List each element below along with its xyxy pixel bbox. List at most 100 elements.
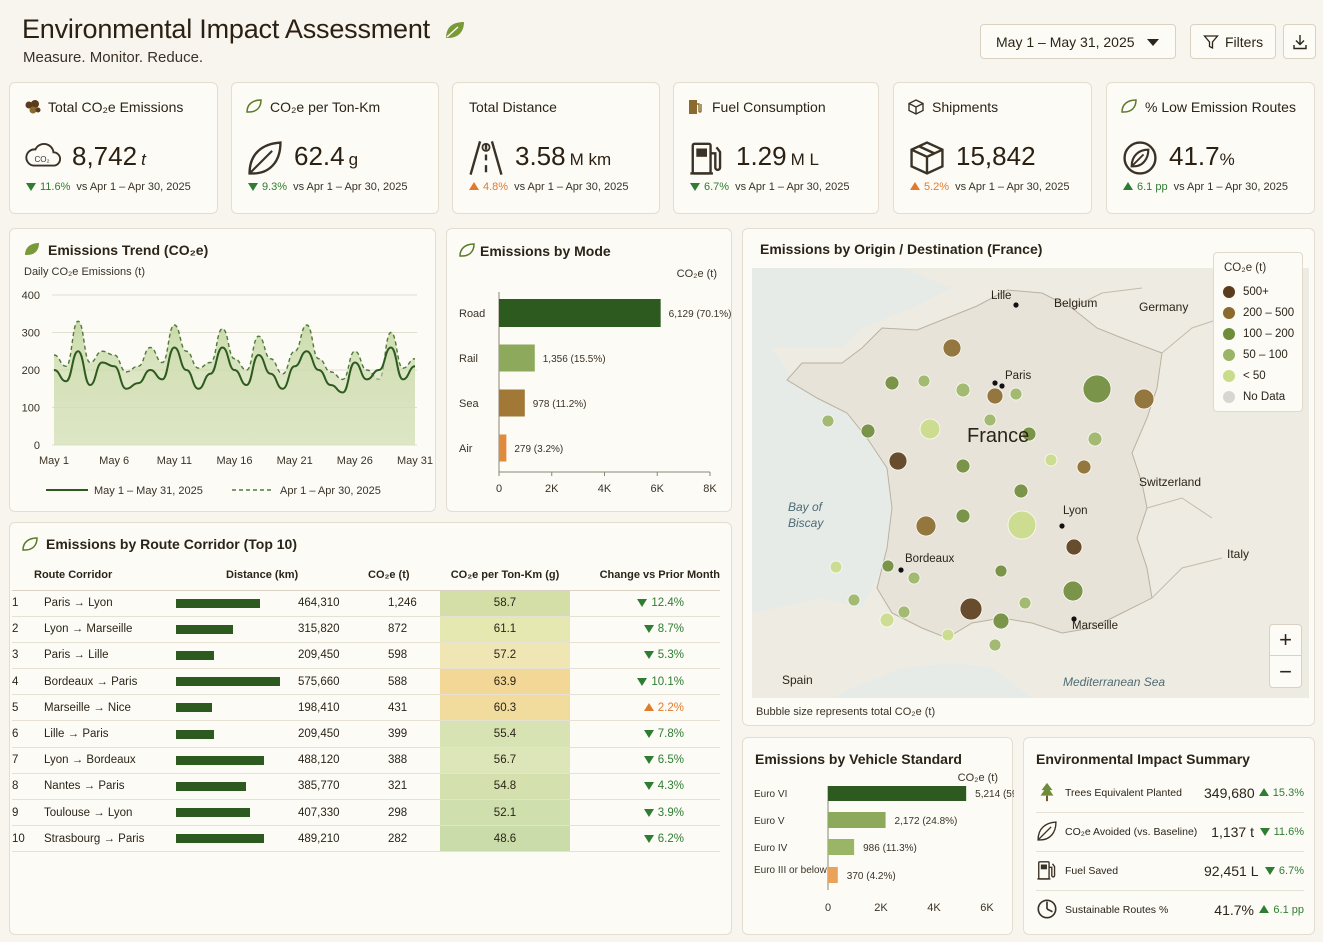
map-bubbles <box>821 302 1155 652</box>
bar-data-label: 370 (4.2%) <box>847 871 896 882</box>
row-co2: 399 <box>346 720 440 748</box>
map-bubble <box>959 597 983 621</box>
col-distance[interactable]: Distance (km) <box>166 560 346 591</box>
kpi-unit: % <box>1219 150 1235 169</box>
zoom-out-button[interactable]: − <box>1279 658 1292 684</box>
table-row[interactable]: 5 Marseille → Nice 198,410 431 60.3 2.2% <box>12 694 720 722</box>
map-bubble <box>983 413 997 427</box>
summary-change-pct: 6.7% <box>1278 865 1304 877</box>
table-row[interactable]: 2 Lyon → Marseille 315,820 872 61.1 8.7% <box>12 616 720 643</box>
distance-bar <box>176 729 214 739</box>
date-range-picker[interactable]: May 1 – May 31, 2025 <box>980 24 1176 59</box>
kpi-change-pct: 9.3% <box>262 181 288 193</box>
row-change-cell: 6.5% <box>570 747 720 774</box>
distance-bar <box>176 781 246 791</box>
x-tick-label: 0 <box>825 902 831 914</box>
map-bubble <box>1087 431 1103 447</box>
bar <box>499 344 535 372</box>
map-label-france: France <box>967 425 1030 447</box>
arrow-down-icon <box>637 677 648 686</box>
france-map[interactable] <box>752 268 1309 698</box>
zoom-controls: + − <box>1269 624 1302 688</box>
x-tick-label: 0 <box>496 483 502 495</box>
map-label-italy: Italy <box>1227 547 1250 561</box>
download-button[interactable] <box>1283 24 1316 59</box>
summary-value: 1,137 t <box>1211 824 1254 840</box>
kpi-label: Fuel Consumption <box>712 99 826 115</box>
zoom-in-button[interactable]: + <box>1270 625 1301 656</box>
arrow-down-icon <box>1264 867 1275 875</box>
kpi-value-number: 1.29 <box>736 141 787 171</box>
map-label-med: Mediterranean Sea <box>1063 675 1166 689</box>
row-rank: 9 <box>12 799 34 827</box>
map-bubble <box>915 515 937 537</box>
row-per-tonkm: 58.7 <box>440 590 570 617</box>
table-row[interactable]: 7 Lyon → Bordeaux 488,120 388 56.7 6.5% <box>12 747 720 774</box>
bar-data-label: 279 (3.2%) <box>514 444 563 455</box>
col-route[interactable]: Route Corridor <box>34 560 166 591</box>
x-tick-label: 4K <box>598 483 612 495</box>
kpi-card: Total CO₂e Emissions CO₂ 8,742 t 11.6% vs Apr… <box>9 82 218 214</box>
row-change-cell: 2.2% <box>570 694 720 722</box>
table-row[interactable]: 8 Nantes → Paris 385,770 321 54.8 4.3% <box>12 773 720 801</box>
arrow-down-icon <box>643 730 654 739</box>
table-row[interactable]: 9 Toulouse → Lyon 407,330 298 52.1 3.9% <box>12 799 720 827</box>
table-row[interactable]: 6 Lille → Paris 209,450 399 55.4 7.8% <box>12 720 720 748</box>
map-bubble <box>941 628 955 642</box>
col-change[interactable]: Change vs Prior Month <box>570 560 720 591</box>
map-label-belgium: Belgium <box>1054 296 1098 310</box>
distance-bar <box>176 808 250 818</box>
map-bubble <box>919 418 941 440</box>
svg-text:CO₂: CO₂ <box>34 155 49 164</box>
summary-change: 11.6% <box>1259 826 1304 838</box>
col-co2[interactable]: CO₂e (t) <box>346 560 440 591</box>
city-dot <box>992 380 998 386</box>
series-line-current <box>53 346 416 394</box>
city-dot <box>1013 302 1019 308</box>
row-rank: 2 <box>12 616 34 643</box>
table-header-row: Route Corridor Distance (km) CO₂e (t) CO… <box>12 560 720 591</box>
legend-label: 50 – 100 <box>1243 349 1288 361</box>
summary-label: Trees Equivalent Planted <box>1065 787 1182 799</box>
bar-data-label: 2,172 (24.8%) <box>895 816 958 827</box>
arrow-down-icon <box>26 183 36 191</box>
city-dot <box>999 383 1005 389</box>
category-label: Euro III or below <box>754 865 828 876</box>
row-route: Marseille → Nice <box>34 694 166 722</box>
kpi-change-pct: 4.8% <box>483 181 509 193</box>
table-row[interactable]: 10 Strasbourg → Paris 489,210 282 48.6 6.2% <box>12 825 720 853</box>
x-tick-label: 6K <box>651 483 665 495</box>
leaf-icon <box>22 537 38 551</box>
trend-subtitle: Daily CO₂e Emissions (t) <box>24 266 146 278</box>
row-change: 8.7% <box>657 623 684 636</box>
x-tick-label: May 26 <box>337 455 373 467</box>
compass-leaf-icon <box>1121 139 1159 182</box>
col-per-tonkm[interactable]: CO₂e per Ton-Km (g) <box>440 560 570 591</box>
map-bubble <box>1062 580 1084 602</box>
map-bubble <box>888 451 908 471</box>
filters-button[interactable]: Filters <box>1190 24 1276 59</box>
summary-value: 41.7% <box>1214 902 1254 918</box>
arrow-up-icon <box>469 182 479 190</box>
table-row[interactable]: 1 Paris → Lyon 464,310 1,246 58.7 12.4% <box>12 590 720 617</box>
kpi-unit: g <box>348 150 359 169</box>
arrow-up-icon <box>1258 788 1269 796</box>
row-per-tonkm: 56.7 <box>440 747 570 774</box>
table-row[interactable]: 3 Paris → Lille 209,450 598 57.2 5.3% <box>12 642 720 670</box>
mode-title: Emissions by Mode <box>480 243 611 259</box>
row-change: 6.2% <box>657 832 684 845</box>
arrow-down-icon <box>643 625 654 634</box>
table-row[interactable]: 4 Bordeaux → Paris 575,660 588 63.9 10.1% <box>12 668 720 696</box>
x-tick-label: May 16 <box>216 455 252 467</box>
kpi-compare: vs Apr 1 – Apr 30, 2025 <box>735 181 850 193</box>
bar <box>828 812 886 828</box>
row-rank: 4 <box>12 668 34 696</box>
legend-swatch <box>1223 391 1235 403</box>
map-bubble <box>942 338 962 358</box>
row-per-tonkm: 57.2 <box>440 642 570 670</box>
map-bubble <box>992 612 1010 630</box>
legend-label-previous: Apr 1 – Apr 30, 2025 <box>280 485 381 497</box>
row-route: Lyon → Marseille <box>34 616 166 643</box>
arrow-down-icon <box>643 834 654 843</box>
legend-item: No Data <box>1223 391 1285 403</box>
